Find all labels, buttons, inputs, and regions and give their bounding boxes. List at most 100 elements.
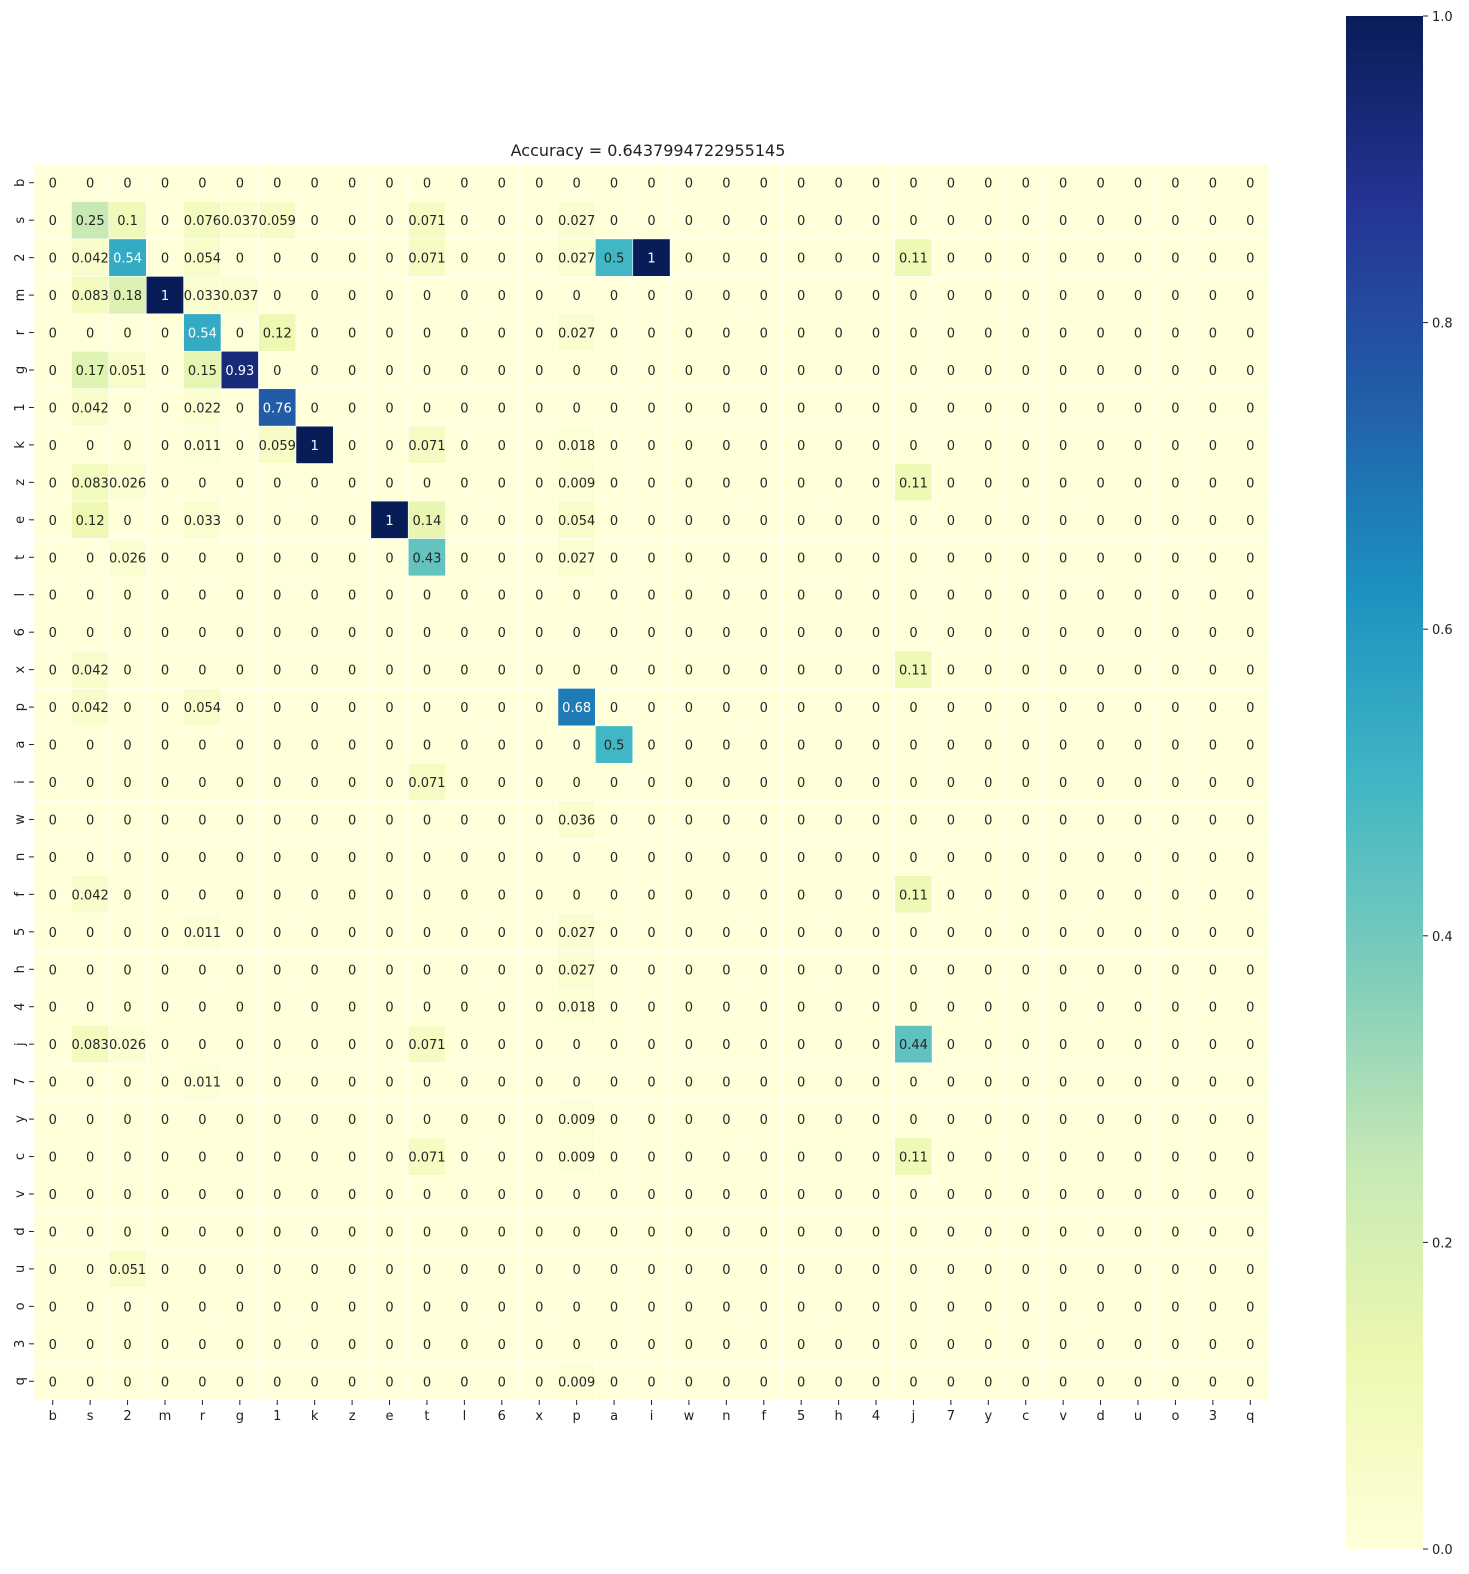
heatmap-cell (183, 1362, 222, 1401)
heatmap-cell (669, 201, 708, 240)
cell-value-label: 0 (1059, 888, 1067, 903)
y-tick-label: n (13, 853, 28, 861)
heatmap-cell (445, 1362, 484, 1401)
cell-value-label: 0 (1096, 926, 1104, 941)
heatmap-cell (220, 1137, 259, 1176)
cell-value-label: 0 (947, 476, 955, 491)
cell-value-label: 0 (123, 439, 131, 454)
heatmap-cell (258, 1025, 297, 1064)
heatmap-cell (894, 463, 933, 502)
cell-value-label: 0 (198, 476, 206, 491)
cell-value-label: 0 (610, 177, 618, 192)
heatmap-cell (1081, 163, 1120, 202)
heatmap-cell (1193, 1362, 1232, 1401)
cell-value-label: 0 (498, 1225, 506, 1240)
heatmap-cell (857, 875, 896, 914)
heatmap-cell (744, 1362, 783, 1401)
cell-value-label: 0 (236, 1338, 244, 1353)
heatmap-cell (1231, 1025, 1270, 1064)
heatmap-cell (894, 575, 933, 614)
cell-value-label: 0 (49, 1225, 57, 1240)
cell-value-label: 0 (49, 1113, 57, 1128)
heatmap-cell (782, 912, 821, 951)
heatmap-cell (1156, 238, 1195, 277)
heatmap-cell (819, 688, 858, 727)
heatmap-cell (520, 1212, 559, 1251)
heatmap-cell (370, 613, 409, 652)
cell-value-label: 0 (535, 289, 543, 304)
heatmap-cell (220, 725, 259, 764)
heatmap-cell (707, 163, 746, 202)
heatmap-cell (108, 1249, 147, 1288)
heatmap-cell (669, 163, 708, 202)
heatmap-cell (407, 1174, 446, 1214)
cell-value-label: 0 (161, 551, 169, 566)
cell-value-label: 0 (123, 963, 131, 978)
heatmap-cell (1231, 1062, 1270, 1101)
heatmap-cell (632, 1062, 671, 1101)
cell-value-label: 0 (161, 1225, 169, 1240)
cell-value-label: 0 (984, 701, 992, 716)
heatmap-cell (220, 388, 259, 427)
heatmap-cell (595, 313, 634, 352)
heatmap-cell (1006, 1025, 1045, 1064)
heatmap-cell (71, 875, 110, 914)
heatmap-cell (1044, 1137, 1083, 1176)
heatmap-cell (1044, 238, 1083, 277)
y-tick-label: i (13, 780, 28, 784)
heatmap-cell (819, 388, 858, 427)
cell-value-label: 0 (161, 1188, 169, 1203)
heatmap-cell (1231, 987, 1270, 1026)
heatmap-cell (220, 1174, 259, 1214)
cell-value-label: 0 (872, 551, 880, 566)
y-tick-label: 7 (13, 1077, 28, 1085)
cell-value-label: 0 (1059, 1001, 1067, 1016)
cell-value-label: 0 (460, 1151, 468, 1166)
heatmap-cell (744, 688, 783, 727)
cell-value-label: 0 (198, 626, 206, 641)
cell-value-label: 0 (722, 1263, 730, 1278)
y-tick-label: p (13, 703, 28, 711)
heatmap-cell (782, 1362, 821, 1401)
heatmap-cell (33, 688, 72, 727)
cell-value-label: 0 (685, 439, 693, 454)
heatmap-cell (108, 163, 147, 202)
heatmap-cell (894, 350, 933, 390)
cell-value-label: 0 (311, 1300, 319, 1315)
heatmap-cell (295, 1212, 334, 1251)
heatmap-cell (557, 1362, 596, 1401)
heatmap-cell (894, 1137, 933, 1176)
cell-value-label: 0 (984, 252, 992, 267)
heatmap-cell (258, 762, 297, 802)
cell-value-label: 0 (573, 888, 581, 903)
cell-value-label: 0 (161, 327, 169, 342)
cell-value-label: 0 (498, 776, 506, 791)
cell-value-label: 0 (947, 888, 955, 903)
cell-value-label: 0 (909, 1375, 917, 1390)
heatmap-cell (1006, 276, 1045, 315)
cell-value-label: 0 (722, 476, 730, 491)
heatmap-cell (520, 1249, 559, 1288)
heatmap-cell (108, 725, 147, 764)
cell-value-label: 0 (1246, 514, 1254, 529)
heatmap-cell (744, 1025, 783, 1064)
heatmap-cell (595, 201, 634, 240)
cell-value-label: 0 (460, 776, 468, 791)
heatmap-cell (1006, 837, 1045, 876)
cell-value-label: 0 (722, 327, 730, 342)
heatmap-cell (108, 1324, 147, 1363)
heatmap-cell (520, 837, 559, 876)
cell-value-label: 0 (1246, 1225, 1254, 1240)
heatmap-cell (482, 912, 521, 951)
cell-value-label: 0 (1246, 214, 1254, 229)
heatmap-cell (819, 950, 858, 989)
cell-value-label: 0 (1134, 888, 1142, 903)
heatmap-cell (407, 1362, 446, 1401)
heatmap-cell (1231, 1137, 1270, 1176)
cell-value-label: 0.026 (109, 551, 146, 566)
heatmap-cell (1044, 837, 1083, 876)
heatmap-cell (707, 425, 746, 464)
y-tick-label: 3 (13, 1340, 28, 1348)
cell-value-label: 0 (86, 776, 94, 791)
heatmap-cell (1231, 1249, 1270, 1288)
